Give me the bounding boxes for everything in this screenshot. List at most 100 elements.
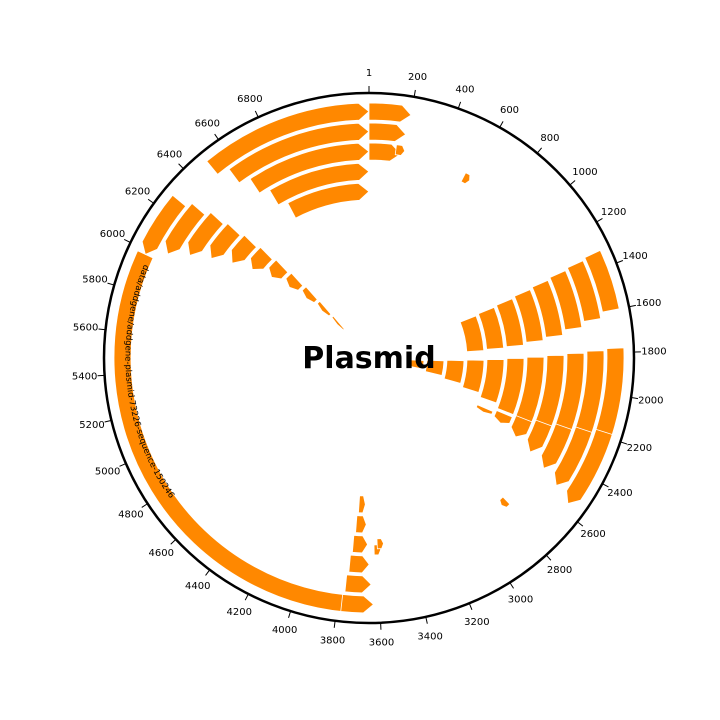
tick-mark	[147, 198, 155, 204]
feature-small-arrows	[499, 496, 511, 508]
feature-left-staircase	[141, 194, 187, 255]
tick-label: 800	[540, 133, 559, 144]
sequence-label: data/addgene/addgene-plasmid-73226-seque…	[122, 263, 176, 500]
feature-lower-left-stack	[358, 495, 366, 514]
feature-lower-left-stack	[355, 515, 367, 534]
feature-top-left-stack	[228, 122, 370, 184]
tick-mark	[254, 110, 259, 118]
feature-left-staircase	[187, 211, 224, 256]
feature-bottom-staircase	[554, 426, 593, 486]
tick-mark	[628, 304, 636, 308]
tick-mark	[602, 483, 609, 488]
feature-small-arrows	[376, 538, 384, 550]
feature-top-left-stack	[249, 142, 370, 194]
feature-left-staircase	[250, 246, 273, 270]
feature-bottom-staircase	[526, 419, 553, 453]
feature-right-top-fan	[531, 279, 564, 338]
feature-right-bottom-fan	[443, 359, 465, 384]
tick-label: 3800	[320, 636, 345, 647]
tick-label: 4000	[272, 625, 297, 636]
tick-mark	[333, 620, 336, 628]
tick-label: 1400	[622, 251, 647, 262]
tick-label: 1600	[636, 298, 661, 309]
tick-label: 1	[366, 68, 372, 79]
tick-mark	[178, 163, 184, 170]
feature-right-top-fan	[477, 306, 505, 350]
tick-mark	[141, 503, 148, 508]
tick-label: 5600	[73, 323, 98, 334]
tick-mark	[288, 610, 292, 618]
tick-mark	[457, 101, 462, 109]
feature-left-staircase	[331, 315, 345, 331]
feature-left-staircase	[316, 300, 332, 317]
feature-top-left-stack	[206, 102, 370, 175]
tick-label: 4800	[118, 510, 143, 521]
tick-mark	[569, 180, 576, 186]
tick-mark	[413, 89, 416, 97]
tick-label: 2400	[607, 488, 632, 499]
tick-label: 6200	[125, 187, 150, 198]
tick-mark	[170, 539, 177, 545]
feature-left-staircase	[164, 202, 206, 255]
feature-lower-left-stack	[351, 534, 369, 554]
feature-small-arrows	[460, 172, 471, 185]
feature-right-bottom-fan	[405, 359, 425, 370]
tick-label: 5000	[95, 467, 120, 478]
feature-lower-left-stack	[344, 574, 372, 594]
feature-left-staircase	[268, 259, 289, 280]
feature-right-bottom-fan	[496, 358, 525, 416]
tick-mark	[214, 133, 220, 141]
feature-bottom-staircase	[566, 428, 613, 505]
tick-mark	[536, 147, 543, 154]
tick-label: 1000	[572, 167, 597, 178]
tick-label: 600	[500, 105, 519, 116]
feature-right-top-fan	[549, 270, 583, 331]
tick-label: 6600	[195, 118, 220, 129]
tick-label: 3600	[369, 638, 394, 649]
feature-right-bottom-fan	[461, 359, 485, 394]
feature-small-arrows	[394, 144, 406, 156]
tick-mark	[468, 603, 473, 610]
tick-label: 4400	[185, 581, 210, 592]
features-layer: data/addgene/addgene-plasmid-73226-seque…	[113, 102, 625, 614]
tick-label: 5400	[72, 372, 97, 383]
feature-left-staircase	[301, 286, 318, 304]
tick-label: 2600	[580, 529, 605, 540]
tick-mark	[425, 616, 428, 624]
tick-mark	[499, 121, 504, 128]
tick-mark	[244, 593, 249, 601]
feature-right-top-fan	[513, 289, 544, 343]
tick-label: 4600	[149, 548, 174, 559]
tick-label: 2000	[638, 396, 663, 407]
tick-mark	[630, 397, 639, 400]
tick-label: 6000	[100, 229, 125, 240]
tick-label: 6800	[237, 94, 262, 105]
tick-label: 1200	[601, 207, 626, 218]
tick-mark	[123, 238, 131, 243]
tick-mark	[205, 569, 211, 576]
feature-right-top-fan	[566, 260, 602, 322]
tick-mark	[509, 582, 514, 589]
feature-top-right-blocks	[368, 142, 402, 162]
map-title: Plasmid	[302, 341, 435, 376]
feature-bottom-staircase	[510, 415, 533, 438]
tick-label: 4200	[227, 607, 252, 618]
tick-mark	[119, 463, 127, 467]
feature-right-top-fan	[459, 315, 485, 353]
feature-top-left-stack	[269, 162, 370, 206]
tick-label: 5800	[82, 275, 107, 286]
feature-right-bottom-fan	[424, 359, 445, 377]
tick-mark	[104, 419, 112, 423]
feature-bottom-staircase	[475, 404, 494, 415]
tick-mark	[616, 260, 624, 264]
feature-top-right-blocks	[368, 102, 412, 123]
ticks-layer: 1 200400600800100012001400160018002000220…	[72, 68, 667, 649]
tick-mark	[596, 218, 603, 223]
tick-label: 5200	[79, 420, 104, 431]
tick-label: 2200	[627, 443, 652, 454]
feature-right-bottom-fan	[479, 359, 505, 404]
tick-mark	[545, 554, 552, 561]
tick-label: 3400	[417, 631, 442, 642]
